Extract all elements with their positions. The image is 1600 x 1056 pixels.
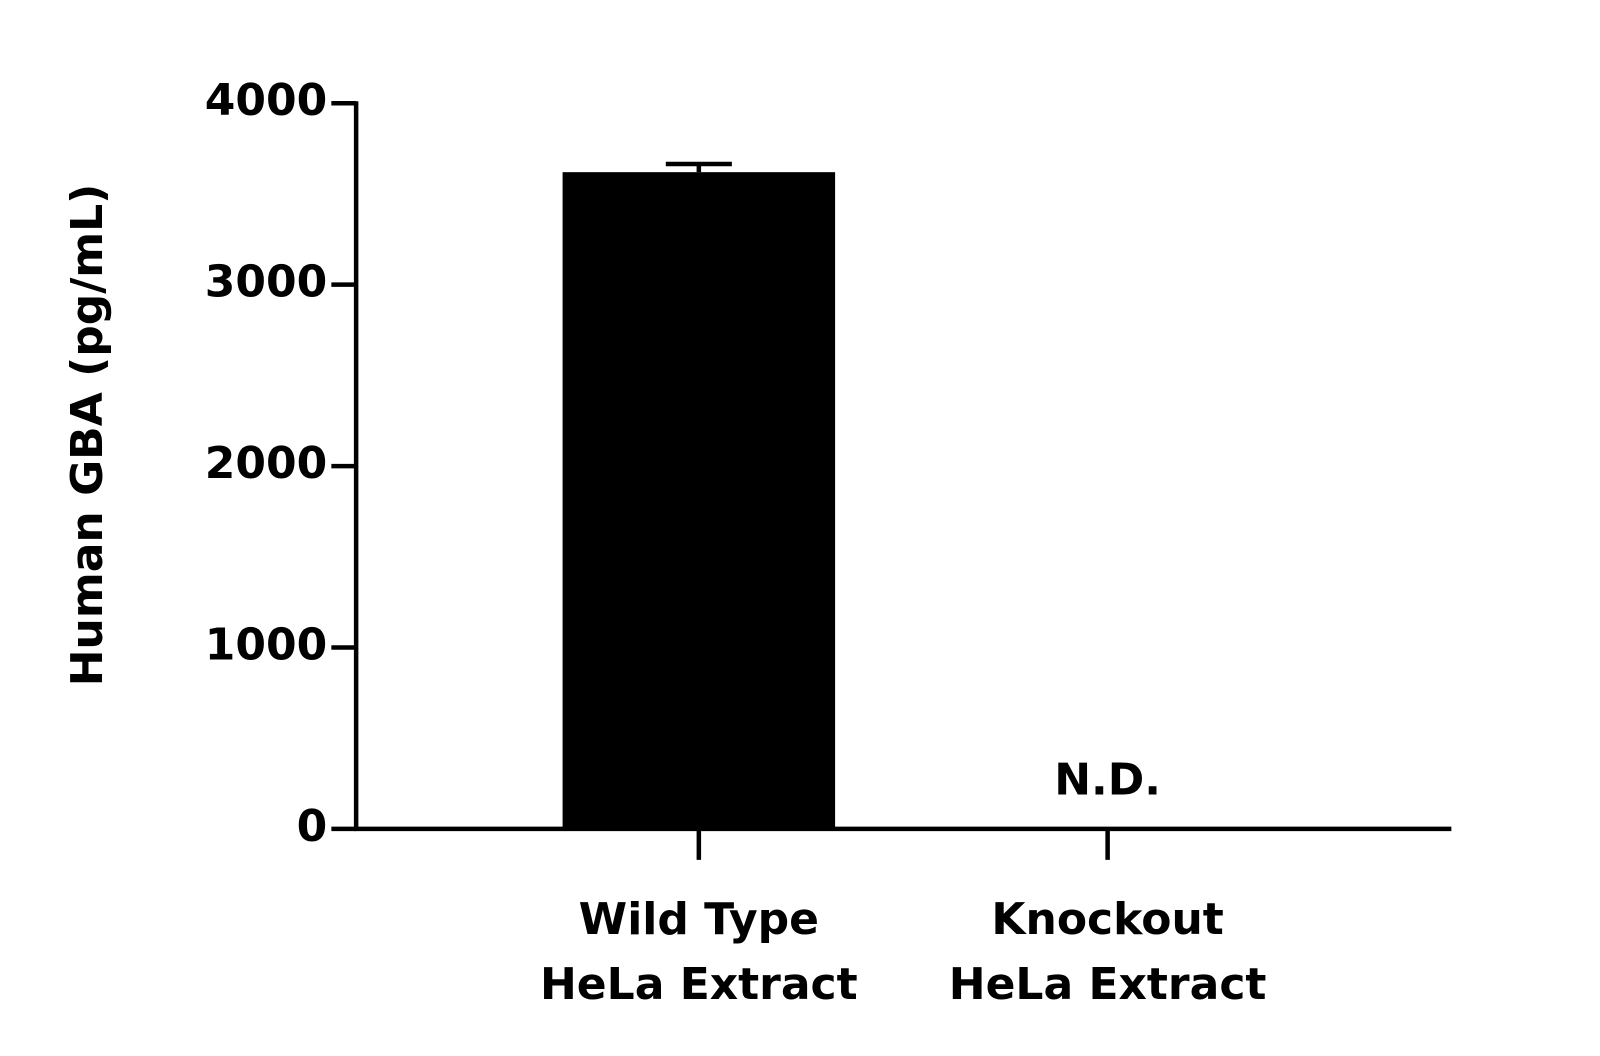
y-tick-label: 2000	[205, 438, 327, 489]
y-tick-label: 1000	[205, 619, 327, 670]
x-tick-label: HeLa Extract	[540, 959, 858, 1010]
data-label: N.D.	[1054, 754, 1161, 805]
x-tick-label: HeLa Extract	[949, 959, 1267, 1010]
y-tick-label: 3000	[205, 257, 327, 308]
x-tick-label: Wild Type	[579, 894, 819, 945]
y-tick-label: 0	[297, 801, 328, 852]
x-tick-label: Knockout	[991, 894, 1223, 945]
y-axis-label: Human GBA (pg/mL)	[62, 184, 113, 687]
bar	[562, 172, 836, 829]
y-tick-label: 4000	[205, 75, 327, 126]
